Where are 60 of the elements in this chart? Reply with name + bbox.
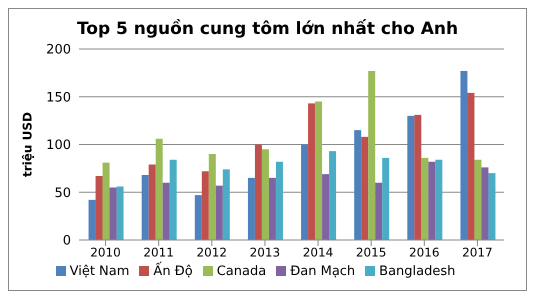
bar xyxy=(315,102,322,240)
x-tick-label: 2014 xyxy=(302,246,334,260)
bar xyxy=(110,187,117,240)
bar xyxy=(435,160,442,240)
bar xyxy=(361,136,368,240)
bar xyxy=(170,160,177,240)
x-tick-label: 2012 xyxy=(196,246,228,260)
bar xyxy=(208,154,216,240)
x-tick-label: 2010 xyxy=(90,246,121,260)
bar xyxy=(428,162,436,240)
bar xyxy=(262,149,269,240)
bar xyxy=(194,195,202,240)
bar xyxy=(142,175,149,240)
legend-label: Ấn Độ xyxy=(153,264,193,279)
bar xyxy=(301,144,308,240)
bar xyxy=(407,116,414,240)
bar xyxy=(254,144,262,240)
bar xyxy=(467,92,474,240)
bar xyxy=(96,176,103,240)
bar xyxy=(322,174,330,240)
bar xyxy=(222,169,230,240)
bar xyxy=(329,151,336,240)
legend-label: Bangladesh xyxy=(379,264,456,279)
bar xyxy=(202,171,209,240)
legend-label: Việt Nam xyxy=(70,264,130,279)
bar xyxy=(481,167,488,240)
bar xyxy=(488,173,496,240)
bar xyxy=(148,164,156,240)
bar xyxy=(354,130,362,240)
x-tick-label: 2013 xyxy=(250,246,280,260)
chart-title: Top 5 nguồn cung tôm lớn nhất cho Anh xyxy=(76,19,460,39)
x-tick-label: 2017 xyxy=(462,246,493,260)
y-tick-label: 100 xyxy=(46,138,71,154)
bar xyxy=(216,186,223,240)
x-tick-label: 2015 xyxy=(356,246,386,260)
legend-label: Đan Mạch xyxy=(290,264,356,279)
bar xyxy=(460,70,468,240)
bar xyxy=(116,186,124,240)
y-tick-label: 200 xyxy=(46,42,71,58)
y-tick-label: 50 xyxy=(54,186,71,201)
bar xyxy=(102,162,110,240)
bar xyxy=(474,160,482,240)
x-tick-label: 2011 xyxy=(143,246,174,260)
bar xyxy=(414,114,422,240)
bar xyxy=(421,158,428,240)
bar xyxy=(162,182,170,240)
bar xyxy=(268,178,276,240)
bar xyxy=(308,103,316,240)
bar xyxy=(88,200,96,240)
x-tick-label: 2016 xyxy=(409,246,440,260)
y-axis-title: triệu USD xyxy=(20,112,34,177)
bar xyxy=(375,182,382,240)
bar xyxy=(156,138,163,240)
legend-label: Canada xyxy=(216,264,266,279)
bar xyxy=(248,178,255,240)
y-tick-label: 150 xyxy=(46,90,71,106)
y-tick-label: 0 xyxy=(62,234,71,249)
bar xyxy=(382,158,390,240)
bar xyxy=(368,70,376,240)
bar xyxy=(276,162,283,240)
